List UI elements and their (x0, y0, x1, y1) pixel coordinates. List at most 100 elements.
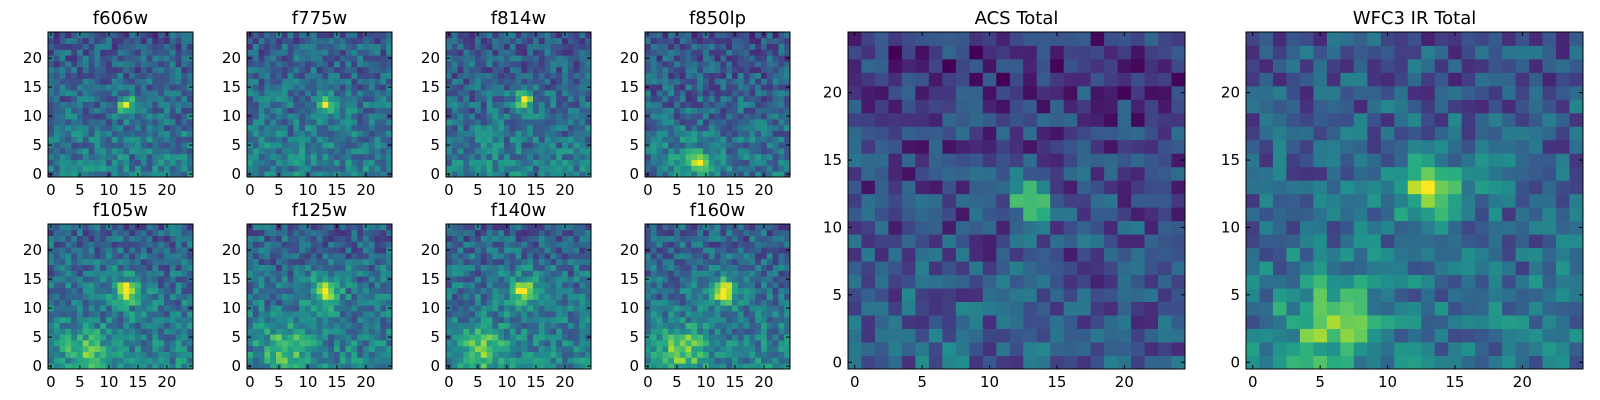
heatmap-cell (772, 130, 779, 137)
heatmap-cell (88, 72, 95, 79)
heatmap-cell (386, 328, 393, 335)
heatmap-cell (59, 235, 66, 242)
heatmap-cell (662, 101, 669, 108)
heatmap-cell (129, 293, 136, 300)
heatmap-cell (140, 276, 147, 283)
heatmap-cell (533, 270, 540, 277)
heatmap-cell (679, 159, 686, 166)
heatmap-cell (469, 363, 476, 370)
heatmap-cell (685, 72, 692, 79)
heatmap-cell (527, 229, 534, 236)
heatmap-cell (117, 55, 124, 62)
heatmap-cell (117, 299, 124, 306)
heatmap-cell (509, 66, 516, 73)
heatmap-cell (94, 299, 101, 306)
heatmap-cell (77, 264, 84, 271)
heatmap-cell (187, 235, 194, 242)
heatmap-cell (368, 316, 375, 323)
heatmap-cell (305, 351, 312, 358)
heatmap-cell (53, 241, 60, 248)
heatmap-cell (88, 32, 95, 39)
heatmap-cell (129, 159, 136, 166)
heatmap-cell (258, 229, 265, 236)
heatmap-cell (480, 299, 487, 306)
heatmap-cell (299, 55, 306, 62)
heatmap-cell (380, 276, 387, 283)
heatmap-cell (164, 72, 171, 79)
heatmap-cell (351, 101, 358, 108)
heatmap-cell (48, 61, 55, 68)
heatmap-cell (550, 322, 557, 329)
heatmap-cell (152, 224, 159, 231)
heatmap-cell (374, 37, 381, 44)
heatmap-cell (100, 55, 107, 62)
heatmap-cell (53, 32, 60, 39)
heatmap-cell (129, 66, 136, 73)
heatmap-cell (368, 148, 375, 155)
heatmap-cell (175, 235, 182, 242)
heatmap-cell (310, 113, 317, 120)
heatmap-cell (761, 148, 768, 155)
heatmap-cell (140, 345, 147, 352)
heatmap-cell (164, 124, 171, 131)
heatmap-cell (533, 124, 540, 131)
heatmap-cell (345, 95, 352, 102)
heatmap-cell (363, 49, 370, 56)
heatmap-cell (749, 299, 756, 306)
heatmap-cell (766, 345, 773, 352)
heatmap-cell (363, 258, 370, 265)
heatmap-cell (386, 322, 393, 329)
heatmap-cell (53, 101, 60, 108)
heatmap-cell (697, 345, 704, 352)
heatmap-cell (509, 311, 516, 318)
heatmap-cell (264, 95, 271, 102)
heatmap-cell (469, 165, 476, 172)
heatmap-cell (293, 316, 300, 323)
heatmap-cell (82, 235, 89, 242)
heatmap-cell (463, 49, 470, 56)
heatmap-cell (368, 282, 375, 289)
heatmap-cell (94, 311, 101, 318)
heatmap-cell (585, 66, 592, 73)
heatmap-cell (158, 32, 165, 39)
heatmap-cell (492, 32, 499, 39)
heatmap-cell (158, 124, 165, 131)
heatmap-cell (674, 90, 681, 97)
heatmap-cell (726, 32, 733, 39)
heatmap-cell (187, 107, 194, 114)
heatmap-cell (703, 328, 710, 335)
heatmap-cell (94, 142, 101, 149)
x-tick-label: 5 (473, 373, 483, 391)
heatmap-cell (334, 351, 341, 358)
heatmap-cell (53, 72, 60, 79)
heatmap-cell (527, 363, 534, 370)
heatmap-cell (469, 334, 476, 341)
heatmap-cell (486, 328, 493, 335)
heatmap-cell (374, 276, 381, 283)
heatmap-cell (316, 328, 323, 335)
heatmap-cell (339, 357, 346, 364)
heatmap-cell (743, 287, 750, 294)
heatmap-cell (123, 159, 130, 166)
y-tick-label: 10 (23, 299, 42, 317)
heatmap-cell (270, 142, 277, 149)
heatmap-cell (363, 72, 370, 79)
heatmap-cell (743, 340, 750, 347)
heatmap-cell (480, 351, 487, 358)
heatmap-cell (544, 148, 551, 155)
heatmap-cell (287, 142, 294, 149)
heatmap-cell (386, 32, 393, 39)
heatmap-cell (778, 101, 785, 108)
heatmap-cell (451, 119, 458, 126)
heatmap-cell (463, 229, 470, 236)
heatmap-cell (703, 351, 710, 358)
heatmap-cell (111, 282, 118, 289)
heatmap-cell (544, 124, 551, 131)
heatmap-cell (187, 101, 194, 108)
heatmap-cell (585, 316, 592, 323)
heatmap-cell (451, 61, 458, 68)
heatmap-cell (287, 322, 294, 329)
heatmap-cell (357, 90, 364, 97)
heatmap-cell (778, 159, 785, 166)
